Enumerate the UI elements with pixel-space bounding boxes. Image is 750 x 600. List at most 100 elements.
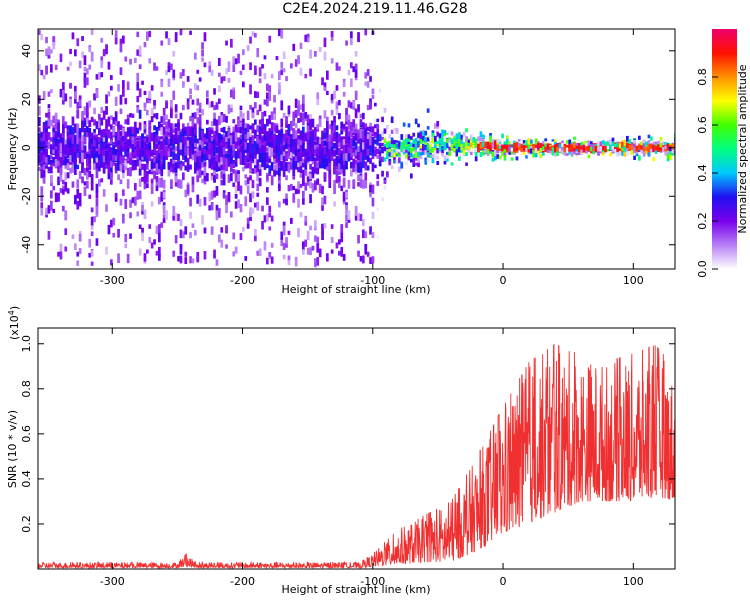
spectrogram-cell bbox=[299, 152, 303, 160]
spectrogram-cell bbox=[374, 147, 377, 151]
spectrogram-cell bbox=[131, 144, 135, 150]
spectrogram-cell bbox=[42, 133, 46, 142]
spectrogram-cell bbox=[134, 165, 137, 171]
spectrogram-cell bbox=[270, 152, 274, 157]
spectrogram-cell bbox=[258, 148, 262, 154]
spectrogram-cell bbox=[50, 119, 53, 127]
spectrogram-cell bbox=[81, 120, 84, 129]
spectrogram-cell bbox=[398, 153, 401, 157]
spectrogram-cell bbox=[160, 141, 164, 147]
spectrogram-cell bbox=[654, 150, 658, 154]
spectrogram-cell bbox=[575, 145, 579, 150]
spectrogram-cell bbox=[359, 145, 363, 156]
spectrogram-cell bbox=[177, 213, 180, 221]
spectrogram-cell bbox=[160, 222, 164, 228]
spectrogram-cell bbox=[74, 243, 77, 251]
spectrogram-cell bbox=[546, 144, 550, 150]
spectrogram-cell bbox=[412, 150, 416, 157]
spectrogram-cell bbox=[107, 131, 111, 139]
spectrogram-cell bbox=[410, 136, 413, 140]
spectrogram-cell bbox=[580, 149, 584, 153]
spectrogram-cell bbox=[297, 228, 300, 238]
spectrogram-cell bbox=[438, 128, 442, 135]
spectrogram-cell bbox=[261, 153, 264, 162]
spectrogram-cell bbox=[141, 205, 144, 212]
spectrogram-cell bbox=[359, 119, 363, 126]
spectrogram-cell bbox=[258, 248, 262, 257]
spectrogram-cell bbox=[246, 123, 250, 133]
spectrogram-cell bbox=[182, 81, 185, 88]
spectrogram-cell bbox=[129, 233, 132, 239]
spectrogram-cell bbox=[561, 140, 564, 144]
spectrogram-cell bbox=[434, 135, 437, 142]
spectrogram-cell bbox=[90, 224, 94, 230]
spectrogram-cell bbox=[510, 145, 514, 152]
spectrogram-cell bbox=[105, 106, 108, 115]
spectrogram-cell bbox=[186, 162, 190, 172]
spectrogram-cell bbox=[215, 131, 219, 137]
spectrogram-cell bbox=[446, 155, 449, 159]
spectrogram-cell bbox=[350, 62, 353, 69]
spectrogram-cell bbox=[251, 168, 255, 174]
spectrogram-cell bbox=[218, 207, 221, 218]
spectrogram-cell bbox=[234, 128, 238, 134]
spectrogram-cell bbox=[280, 153, 284, 161]
spectrogram-cell bbox=[76, 141, 80, 146]
spectrogram-cell bbox=[318, 47, 322, 52]
spectrogram-cell bbox=[244, 180, 248, 186]
spectrogram-cell bbox=[112, 217, 116, 226]
spectrogram-cell bbox=[47, 108, 51, 115]
spectrogram-cell bbox=[62, 131, 65, 137]
spectrogram-cell bbox=[191, 99, 195, 105]
spectrogram-cell bbox=[278, 180, 281, 189]
spectrogram-cell bbox=[45, 123, 48, 131]
spectrogram-cell bbox=[443, 131, 447, 137]
spectrogram-cell bbox=[134, 161, 137, 166]
spectrogram-cell bbox=[198, 198, 202, 207]
spectrogram-cell bbox=[105, 246, 108, 255]
spectrogram-cell bbox=[650, 146, 653, 153]
spectrogram-cell bbox=[203, 177, 207, 185]
spectrogram-cell bbox=[460, 134, 464, 140]
spectrogram-cell bbox=[333, 116, 336, 123]
spectrogram-cell bbox=[266, 257, 269, 265]
spectrogram-cell bbox=[160, 166, 164, 177]
spectrogram-cell bbox=[254, 65, 257, 75]
spectrogram-cell bbox=[590, 141, 593, 145]
spectrogram-cell bbox=[86, 131, 89, 138]
spectrogram-cell bbox=[330, 58, 334, 64]
spectrogram-cell bbox=[244, 159, 248, 169]
spectrogram-cell bbox=[458, 132, 461, 138]
spectrogram-cell bbox=[90, 29, 94, 35]
spectrogram-cell bbox=[263, 241, 267, 251]
spectrogram-cell bbox=[292, 198, 296, 203]
spectrogram-cell bbox=[220, 239, 224, 248]
spectrogram-cell bbox=[131, 147, 135, 153]
spectrogram-cell bbox=[345, 214, 348, 222]
spectrogram-cell bbox=[179, 219, 183, 226]
spectrogram-cell bbox=[86, 167, 89, 172]
spectrogram-cell bbox=[402, 140, 406, 146]
spectrogram-cell bbox=[237, 140, 240, 147]
spectrogram-cell bbox=[222, 173, 226, 183]
spectrogram-cell bbox=[280, 100, 284, 111]
spectrogram-cell bbox=[182, 172, 185, 181]
spectrogram-cell bbox=[285, 144, 288, 149]
spectrogram-cell bbox=[81, 111, 84, 119]
spectrogram-cell bbox=[59, 251, 63, 260]
spectrogram-cell bbox=[215, 119, 219, 126]
spectrogram-cell bbox=[95, 134, 99, 142]
spectrogram-cell bbox=[268, 226, 272, 231]
spectrogram-cell bbox=[246, 159, 250, 167]
spectrogram-cell bbox=[513, 151, 516, 155]
spectrogram-cell bbox=[470, 140, 473, 145]
spectrogram-cell bbox=[347, 147, 351, 154]
spectrogram-cell bbox=[414, 137, 418, 142]
spectrogram-cell bbox=[357, 250, 360, 257]
spectrogram-cell bbox=[122, 89, 125, 97]
spectrogram-cell bbox=[551, 150, 555, 156]
spectrogram-cell bbox=[62, 96, 65, 101]
spectrogram-cell bbox=[345, 144, 348, 150]
spectrogram-cell bbox=[179, 112, 183, 120]
spectrogram-cell bbox=[54, 142, 58, 147]
